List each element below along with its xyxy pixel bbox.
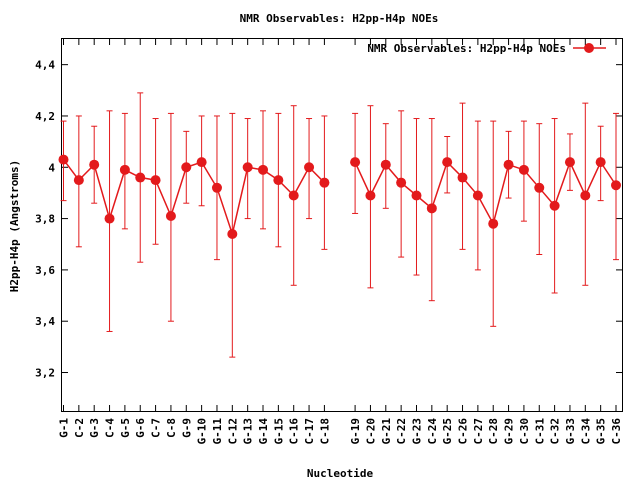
data-point [549, 200, 560, 211]
x-tick-label: C-16 [288, 418, 301, 445]
data-point [181, 162, 192, 173]
data-point [196, 157, 207, 168]
data-point [89, 159, 100, 170]
x-tick-label: C-34 [579, 418, 592, 445]
x-tick-label: G-25 [441, 418, 454, 445]
x-tick-label: C-36 [610, 418, 623, 445]
x-tick-label: C-7 [150, 418, 163, 438]
x-tick-label: G-1 [58, 418, 71, 438]
y-tick-label: 4,4 [35, 59, 55, 72]
y-tick-label: 3,8 [35, 213, 55, 226]
y-tick-label: 3,2 [35, 367, 55, 380]
x-tick-label: G-21 [380, 418, 393, 445]
x-tick-label: C-27 [472, 418, 485, 445]
data-point [457, 172, 468, 183]
data-point [411, 190, 422, 201]
y-tick-label: 4,2 [35, 110, 55, 123]
x-tick-label: G-29 [503, 418, 516, 445]
x-tick-label: C-12 [226, 418, 239, 445]
x-tick-label: G-15 [272, 418, 285, 445]
x-tick-label: G-5 [119, 418, 132, 438]
x-tick-label: G-6 [134, 418, 147, 438]
data-point [611, 180, 621, 191]
legend: NMR Observables: H2pp-H4p NOEs [367, 42, 606, 55]
x-tick-label: C-30 [518, 418, 531, 445]
data-point [488, 218, 499, 229]
data-point [595, 157, 606, 168]
chart-title: NMR Observables: H2pp-H4p NOEs [240, 12, 439, 25]
x-tick-label: C-4 [104, 418, 117, 438]
data-point [396, 177, 407, 188]
x-axis: G-1 C-2 G-3 C-4 G-5 G-6 C-7 C-8 G-9 G-10 G-11 C-12 G… [58, 39, 623, 445]
x-axis-label: Nucleotide [307, 467, 374, 480]
series-layer [58, 92, 621, 358]
legend-marker [584, 43, 594, 53]
x-tick-label: C-2 [73, 418, 86, 438]
x-tick-label: G-33 [564, 418, 577, 445]
x-tick-label: G-9 [180, 418, 193, 438]
x-tick-label: C-18 [318, 418, 331, 445]
x-tick-label: G-11 [211, 418, 224, 445]
data-point [534, 182, 545, 193]
x-tick-label: G-19 [349, 418, 362, 445]
data-point [503, 159, 514, 170]
plot-frame [61, 38, 623, 412]
data-point [119, 164, 130, 175]
data-point [564, 157, 575, 168]
x-tick-label: G-23 [410, 418, 423, 445]
y-tick-label: 3,6 [35, 264, 55, 277]
x-tick-label: C-26 [457, 418, 470, 445]
data-point [135, 172, 146, 183]
data-point [442, 157, 453, 168]
data-point [518, 164, 529, 175]
data-point [104, 213, 115, 224]
x-tick-label: C-20 [364, 418, 377, 445]
data-point [242, 162, 253, 173]
x-tick-label: C-8 [165, 418, 178, 438]
series-line [354, 160, 617, 226]
data-point [211, 182, 222, 193]
data-point [472, 190, 483, 201]
series-line [62, 159, 325, 237]
x-tick-label: C-28 [487, 418, 500, 445]
data-point [227, 228, 238, 239]
x-tick-label: G-3 [88, 418, 101, 438]
data-point [58, 154, 69, 165]
data-point [73, 175, 84, 186]
x-tick-label: G-35 [595, 418, 608, 445]
y-tick-label: 4 [48, 161, 55, 174]
x-tick-label: G-14 [257, 418, 270, 445]
x-tick-label: C-24 [426, 418, 439, 445]
data-point [304, 162, 315, 173]
data-point [426, 203, 437, 214]
y-tick-label: 3,4 [35, 315, 55, 328]
y-axis: 3,2 3,4 3,6 3,8 4 4,2 4,4 [35, 59, 622, 380]
x-tick-label: G-13 [242, 418, 255, 445]
data-point [580, 190, 591, 201]
x-tick-label: G-10 [196, 418, 209, 445]
data-point [319, 177, 330, 188]
data-point [165, 211, 176, 222]
x-tick-label: C-31 [533, 418, 546, 445]
data-point [273, 175, 284, 186]
data-point [150, 175, 161, 186]
x-tick-label: C-32 [549, 418, 562, 445]
data-point [380, 159, 391, 170]
data-point [350, 157, 361, 168]
data-point [258, 164, 269, 175]
data-point [288, 190, 299, 201]
x-tick-label: C-17 [303, 418, 316, 445]
y-axis-label: H2pp-H4p (Angstroms) [8, 160, 21, 292]
data-point [365, 190, 376, 201]
x-tick-label: C-22 [395, 418, 408, 445]
legend-label: NMR Observables: H2pp-H4p NOEs [367, 42, 566, 55]
